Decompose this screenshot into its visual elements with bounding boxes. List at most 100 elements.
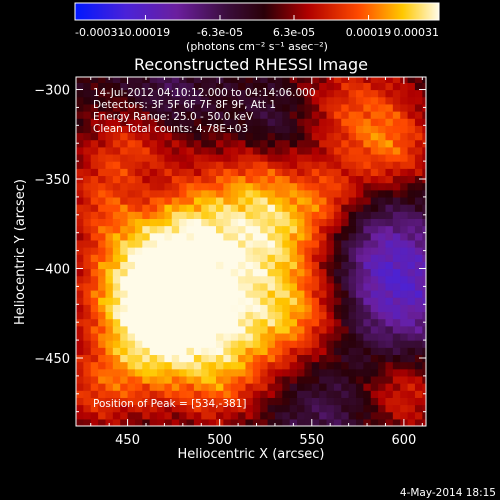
- heatmap-cell: [120, 383, 129, 391]
- heatmap-cell: [414, 275, 423, 284]
- heatmap-cell: [252, 368, 261, 377]
- heatmap-cell: [186, 161, 195, 169]
- heatmap-cell: [400, 125, 409, 134]
- heatmap-cell: [142, 103, 151, 112]
- heatmap-cell: [208, 232, 217, 241]
- heatmap-cell: [252, 211, 261, 219]
- heatmap-cell: [414, 189, 423, 198]
- heatmap-cell: [216, 383, 224, 391]
- heatmap-cell: [341, 125, 350, 134]
- heatmap-cell: [282, 361, 291, 370]
- heatmap-cell: [230, 411, 239, 420]
- heatmap-cell: [83, 375, 92, 384]
- heatmap-cell: [400, 103, 409, 112]
- heatmap-cell: [223, 146, 232, 155]
- heatmap-cell: [297, 347, 306, 356]
- heatmap-cell: [83, 411, 92, 420]
- heatmap-cell: [348, 204, 357, 212]
- heatmap-cell: [112, 204, 121, 212]
- heatmap-cell: [297, 247, 306, 255]
- heatmap-cell: [289, 404, 298, 413]
- heatmap-cell: [400, 182, 409, 191]
- heatmap-cell: [164, 232, 173, 241]
- heatmap-cell: [112, 161, 121, 169]
- heatmap-cell: [127, 318, 136, 327]
- heatmap-cell: [142, 196, 151, 205]
- heatmap-cell: [193, 411, 202, 420]
- heatmap-cell: [400, 132, 409, 141]
- heatmap-cell: [179, 111, 188, 119]
- heatmap-cell: [341, 77, 350, 83]
- heatmap-cell: [260, 77, 269, 83]
- heatmap-cell: [201, 96, 210, 105]
- heatmap-cell: [83, 182, 92, 191]
- heatmap-cell: [142, 318, 151, 327]
- heatmap-cell: [223, 347, 232, 356]
- heatmap-cell: [186, 211, 195, 219]
- heatmap-cell: [105, 132, 114, 141]
- heatmap-cell: [112, 275, 121, 284]
- heatmap-cell: [208, 297, 217, 305]
- heatmap-cell: [422, 347, 426, 356]
- heatmap-cell: [216, 247, 224, 255]
- heatmap-cell: [385, 340, 394, 348]
- heatmap-cell: [311, 254, 320, 262]
- heatmap-cell: [326, 118, 335, 126]
- heatmap-cell: [252, 268, 261, 277]
- heatmap-cell: [201, 204, 210, 212]
- heatmap-cell: [289, 397, 298, 406]
- heatmap-cell: [341, 418, 350, 426]
- heatmap-cell: [304, 340, 313, 348]
- heatmap-cell: [267, 77, 276, 83]
- heatmap-cell: [142, 304, 151, 313]
- heatmap-cell: [333, 168, 342, 177]
- heatmap-cell: [149, 204, 158, 212]
- heatmap-cell: [164, 418, 173, 426]
- heatmap-cell: [179, 89, 188, 98]
- heatmap-cell: [414, 325, 423, 334]
- heatmap-cell: [171, 261, 180, 270]
- heatmap-cell: [378, 282, 387, 291]
- heatmap-cell: [230, 304, 239, 313]
- heatmap-cell: [223, 311, 232, 320]
- heatmap-cell: [193, 282, 202, 291]
- heatmap-cell: [385, 289, 394, 298]
- heatmap-cell: [319, 361, 328, 370]
- heatmap-cell: [267, 261, 276, 270]
- heatmap-cell: [149, 318, 158, 327]
- heatmap-cell: [392, 254, 401, 262]
- heatmap-cell: [274, 139, 283, 148]
- heatmap-cell: [201, 161, 210, 169]
- heatmap-cell: [311, 368, 320, 377]
- heatmap-cell: [76, 340, 84, 348]
- heatmap-cell: [289, 340, 298, 348]
- heatmap-cell: [289, 168, 298, 177]
- heatmap-cell: [274, 232, 283, 241]
- heatmap-cell: [363, 125, 372, 134]
- heatmap-cell: [341, 161, 350, 169]
- heatmap-cell: [112, 261, 121, 270]
- heatmap-cell: [76, 232, 84, 241]
- heatmap-cell: [370, 311, 379, 320]
- heatmap-cell: [223, 132, 232, 141]
- heatmap-cell: [149, 96, 158, 105]
- heatmap-cell: [171, 311, 180, 320]
- heatmap-cell: [392, 297, 401, 305]
- heatmap-cell: [392, 218, 401, 227]
- heatmap-cell: [120, 96, 129, 105]
- heatmap-cell: [105, 232, 114, 241]
- heatmap-cell: [414, 211, 423, 219]
- heatmap-cell: [297, 282, 306, 291]
- heatmap-cell: [179, 304, 188, 313]
- heatmap-cell: [363, 111, 372, 119]
- heatmap-cell: [142, 282, 151, 291]
- heatmap-cell: [252, 196, 261, 205]
- heatmap-cell: [274, 397, 283, 406]
- heatmap-cell: [76, 254, 84, 262]
- heatmap-cell: [76, 96, 84, 105]
- heatmap-cell: [157, 361, 166, 370]
- heatmap-cell: [120, 182, 129, 191]
- heatmap-cell: [245, 89, 254, 98]
- heatmap-cell: [179, 182, 188, 191]
- heatmap-cell: [83, 261, 92, 270]
